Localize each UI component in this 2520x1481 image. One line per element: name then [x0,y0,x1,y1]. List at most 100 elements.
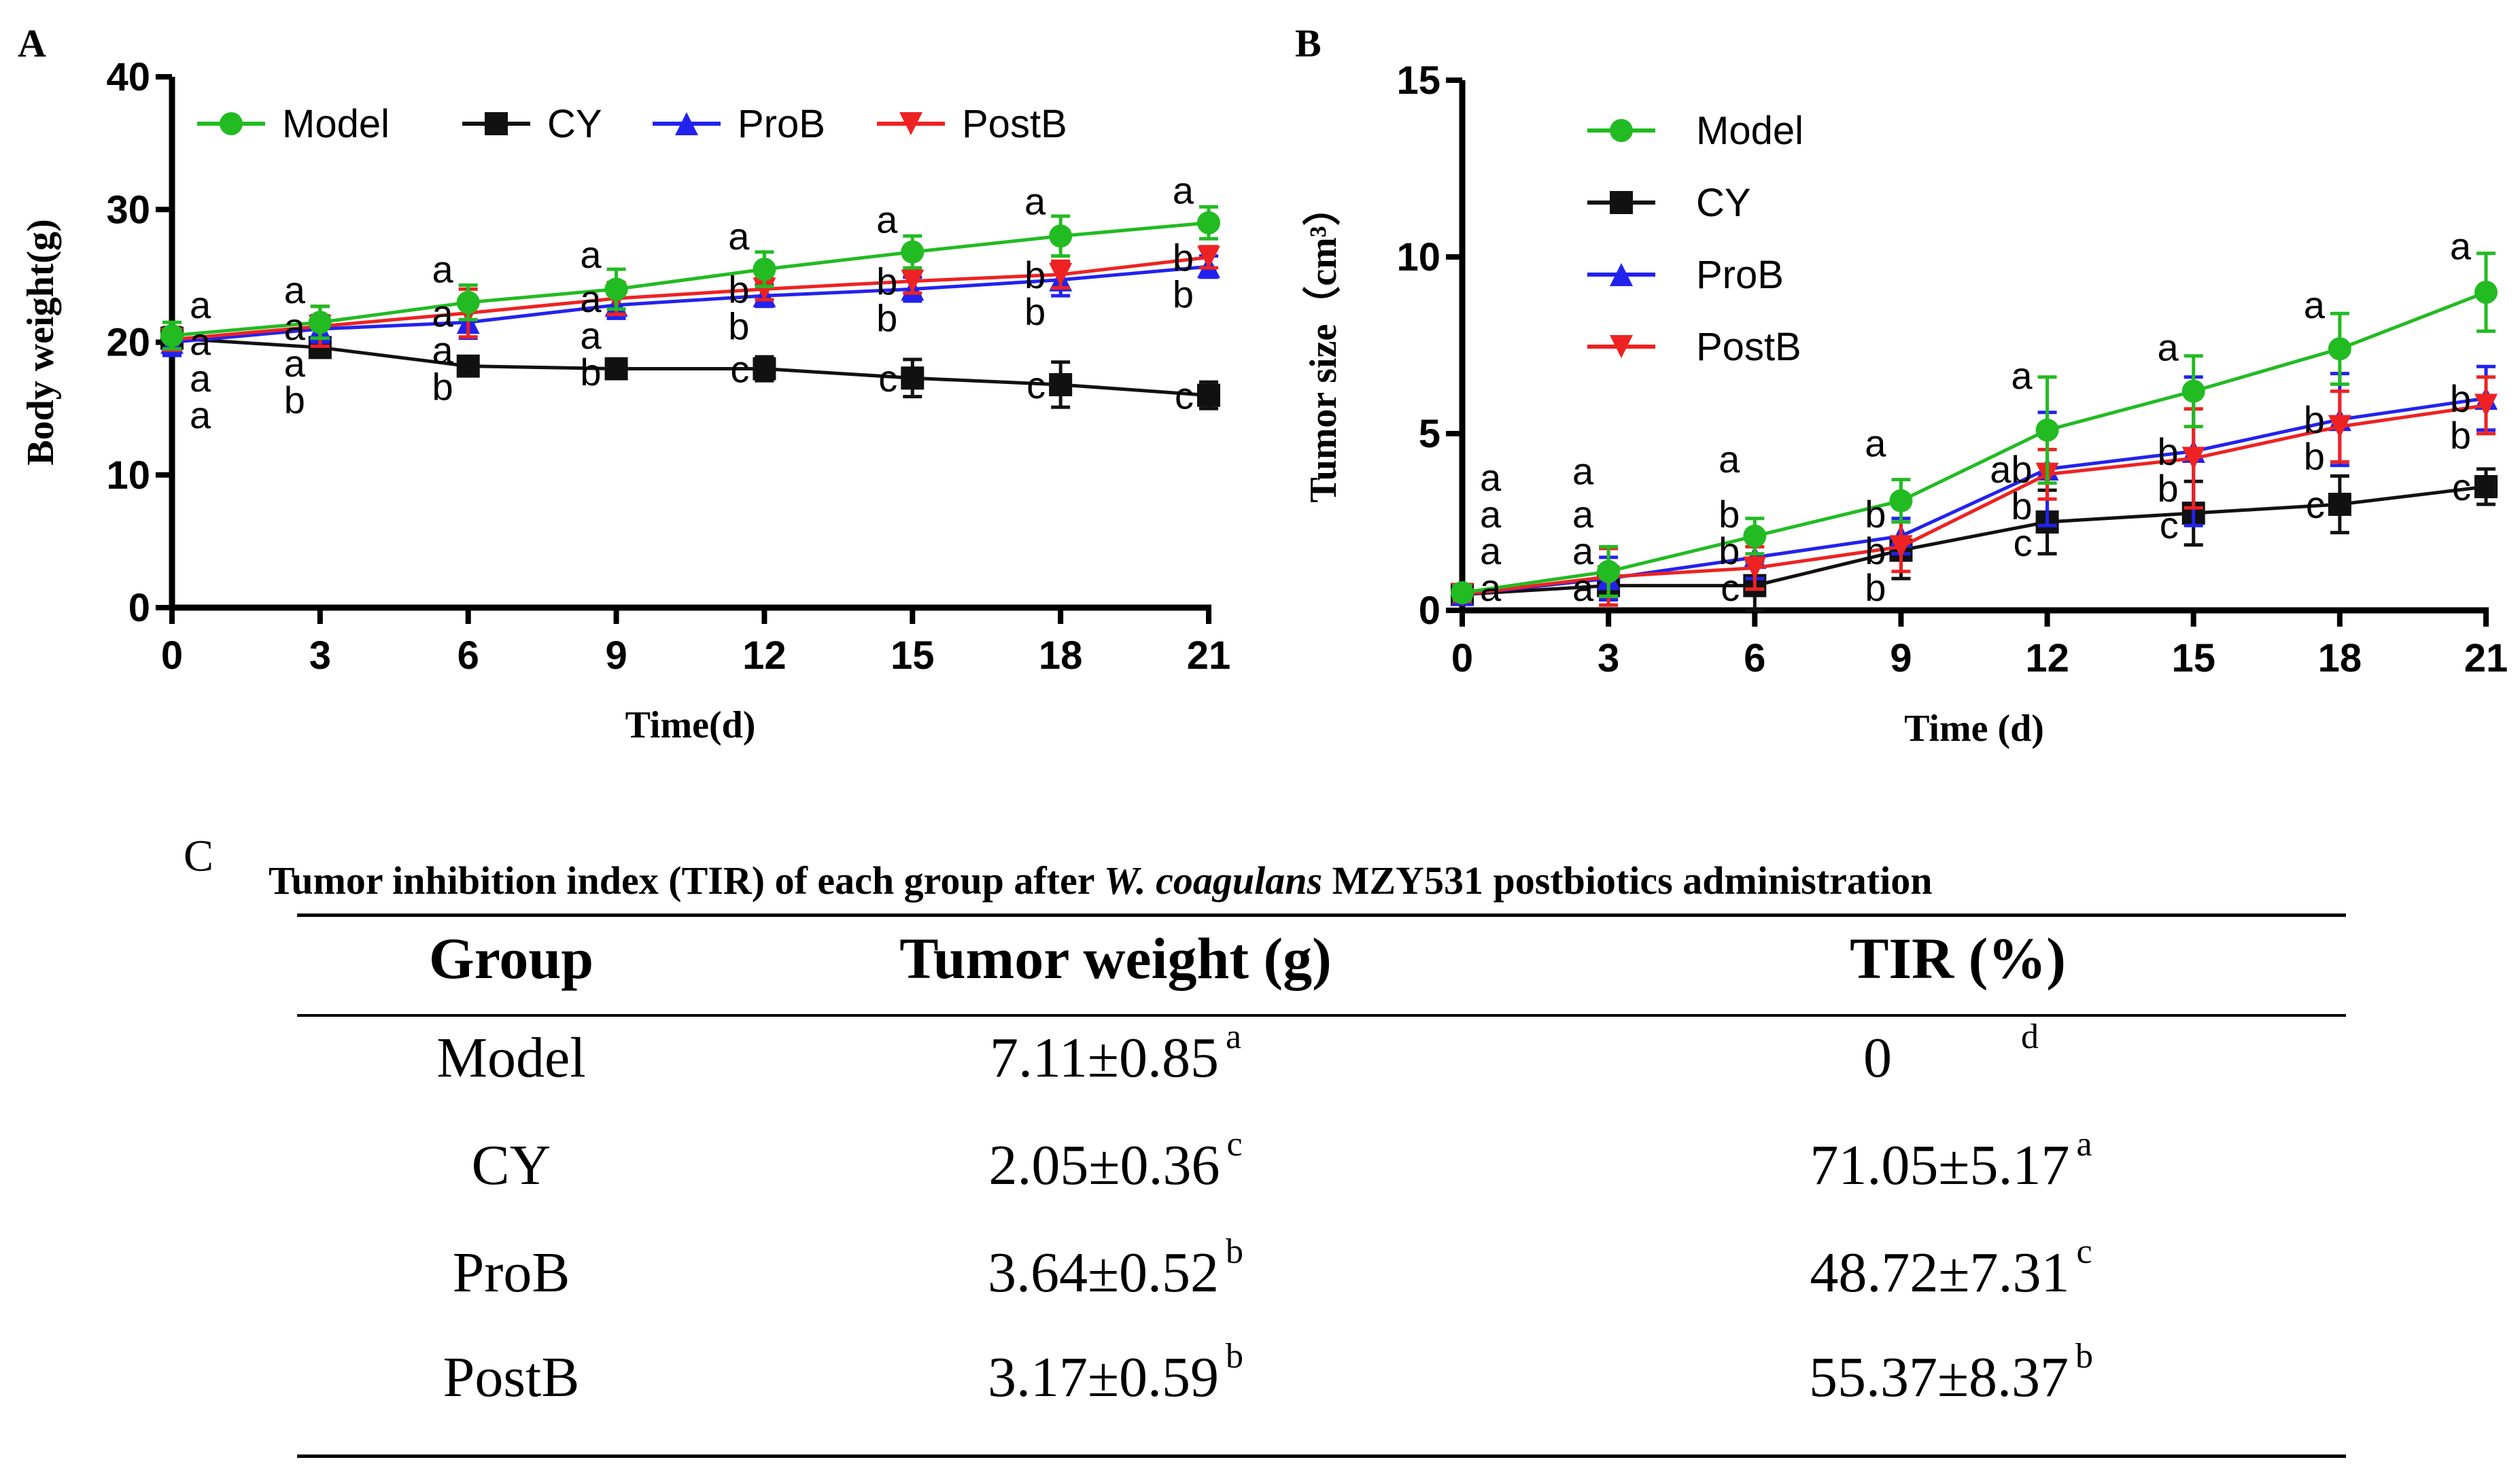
cell-group: CY [472,1132,551,1198]
chart-b-x-tick-label: 3 [1598,636,1619,680]
legend-item-cy: CY [1587,181,1751,225]
legend-item-prob: ProB [1587,253,1784,297]
cell-tir-significance: c [2076,1232,2092,1271]
cell-tumor-weight: 3.64±0.52 b [988,1232,1243,1306]
significance-letter: ab [1990,448,2032,491]
significance-letter: b [728,304,749,347]
cell-group-value: CY [471,1134,551,1197]
legend-item-prob: ProB [653,102,825,146]
data-point [2474,281,2498,304]
table-top-rule [297,913,2346,917]
chart-b-y-tick-label: 0 [1419,589,1440,633]
cell-tumor-weight-significance: c [1226,1125,1243,1164]
data-point [1197,383,1220,407]
chart-b-x-tick-label: 18 [2318,636,2362,680]
chart-b-x-tick-label: 21 [2464,636,2508,680]
legend-marker [1610,335,1633,358]
cell-tumor-weight-significance: b [1226,1232,1244,1271]
significance-letter: b [1024,290,1046,333]
cell-tir-significance: b [2075,1337,2094,1376]
significance-letter: a [1173,169,1194,212]
data-point [456,290,480,314]
chart-b-x-label: Time (d) [1904,708,2044,750]
data-point [1889,535,1913,559]
legend-item-cy: CY [462,102,602,146]
significance-letter: a [2304,283,2326,326]
significance-letter: a [1480,456,1502,499]
cell-tumor-weight-value: 7.11±0.85 [989,1026,1219,1090]
cell-group: Model [436,1025,585,1091]
chart-a-y-tick-label: 10 [106,453,150,498]
chart-b-x-tick-label: 15 [2171,636,2215,680]
series-line [1462,290,2487,595]
cell-group-value: ProB [452,1241,570,1304]
legend-marker [1610,119,1633,142]
data-point [1197,211,1220,234]
series-line [171,264,1209,344]
data-point [1597,559,1621,583]
series-line [1462,485,2487,597]
significance-letter: a [1572,449,1594,492]
legend-marker [899,112,922,135]
data-point [2328,415,2351,438]
significance-letter: b [876,297,897,340]
significance-letter: b [1173,273,1194,316]
data-point [1743,556,1767,580]
significance-letter: b [2450,377,2471,420]
significance-letter: a [1024,180,1046,223]
legend-label: Model [282,102,390,146]
chart-a-x-tick-label: 21 [1187,633,1231,678]
legend-label: CY [1696,181,1751,225]
significance-letter: a [1719,438,1740,481]
cell-group-value: PostB [443,1346,580,1409]
chart-a-x-tick-label: 6 [458,633,479,678]
header-group: Group [428,926,594,991]
significance-letter: b [1719,493,1740,536]
data-point [2474,475,2498,498]
significance-letter: a [580,277,602,320]
significance-letter: a [1480,566,1502,609]
data-point [308,311,332,334]
significance-letter: a [190,394,211,436]
data-point [901,366,925,390]
cell-tir: 71.05±5.17 a [1810,1125,2092,1198]
chart-a-y-tick-label: 0 [128,586,150,630]
chart-b: 0 5 10 15 0 3 6 9 12 15 18 21 Time (d) Tumor size（cm³… [1302,58,2508,750]
data-point [1451,581,1474,604]
data-point [2035,418,2059,442]
significance-letter: a [1572,566,1594,609]
cell-tumor-weight-significance: a [1225,1017,1242,1056]
chart-a-series-model [160,205,1220,351]
table-title-species: W. coagulans [1103,858,1323,903]
data-point [901,269,925,293]
chart-a-x-label: Time(d) [625,704,756,746]
table-title: Tumor inhibition index (TIR) of each gro… [269,858,1933,903]
significance-letter: a [284,342,306,385]
cell-group-value: Model [436,1026,586,1090]
legend-label: ProB [738,102,825,146]
cell-tir-value: 0 [1863,1026,1892,1090]
significance-letter: c [2014,521,2033,564]
chart-a: 0 10 20 30 40 0 3 6 9 12 15 18 21 Time(d) Body weight(… [20,55,1230,746]
cell-tir-value: 55.37±8.37 [1808,1346,2069,1409]
header-tir: TIR (%) [1850,926,2066,991]
chart-b-series-model [1451,251,2498,604]
chart-b-x-tick-label: 9 [1890,636,1912,680]
significance-letter: a [432,248,454,291]
data-point [753,357,776,381]
series-line [1462,403,2487,597]
cell-tumor-weight: 2.05±0.36 c [988,1125,1242,1198]
data-point [1049,224,1073,248]
significance-letter: b [2158,430,2179,473]
cell-tir-significance: d [2021,1017,2039,1056]
data-point [160,324,184,347]
legend-label: PostB [1696,325,1801,369]
chart-a-y-tick-label: 20 [106,321,150,365]
cell-group: PostB [443,1344,580,1410]
significance-letter: b [2304,435,2325,478]
series-line [171,256,1209,342]
data-point [1889,489,1913,512]
data-point [2181,379,2205,403]
significance-letter: a [2450,225,2472,268]
